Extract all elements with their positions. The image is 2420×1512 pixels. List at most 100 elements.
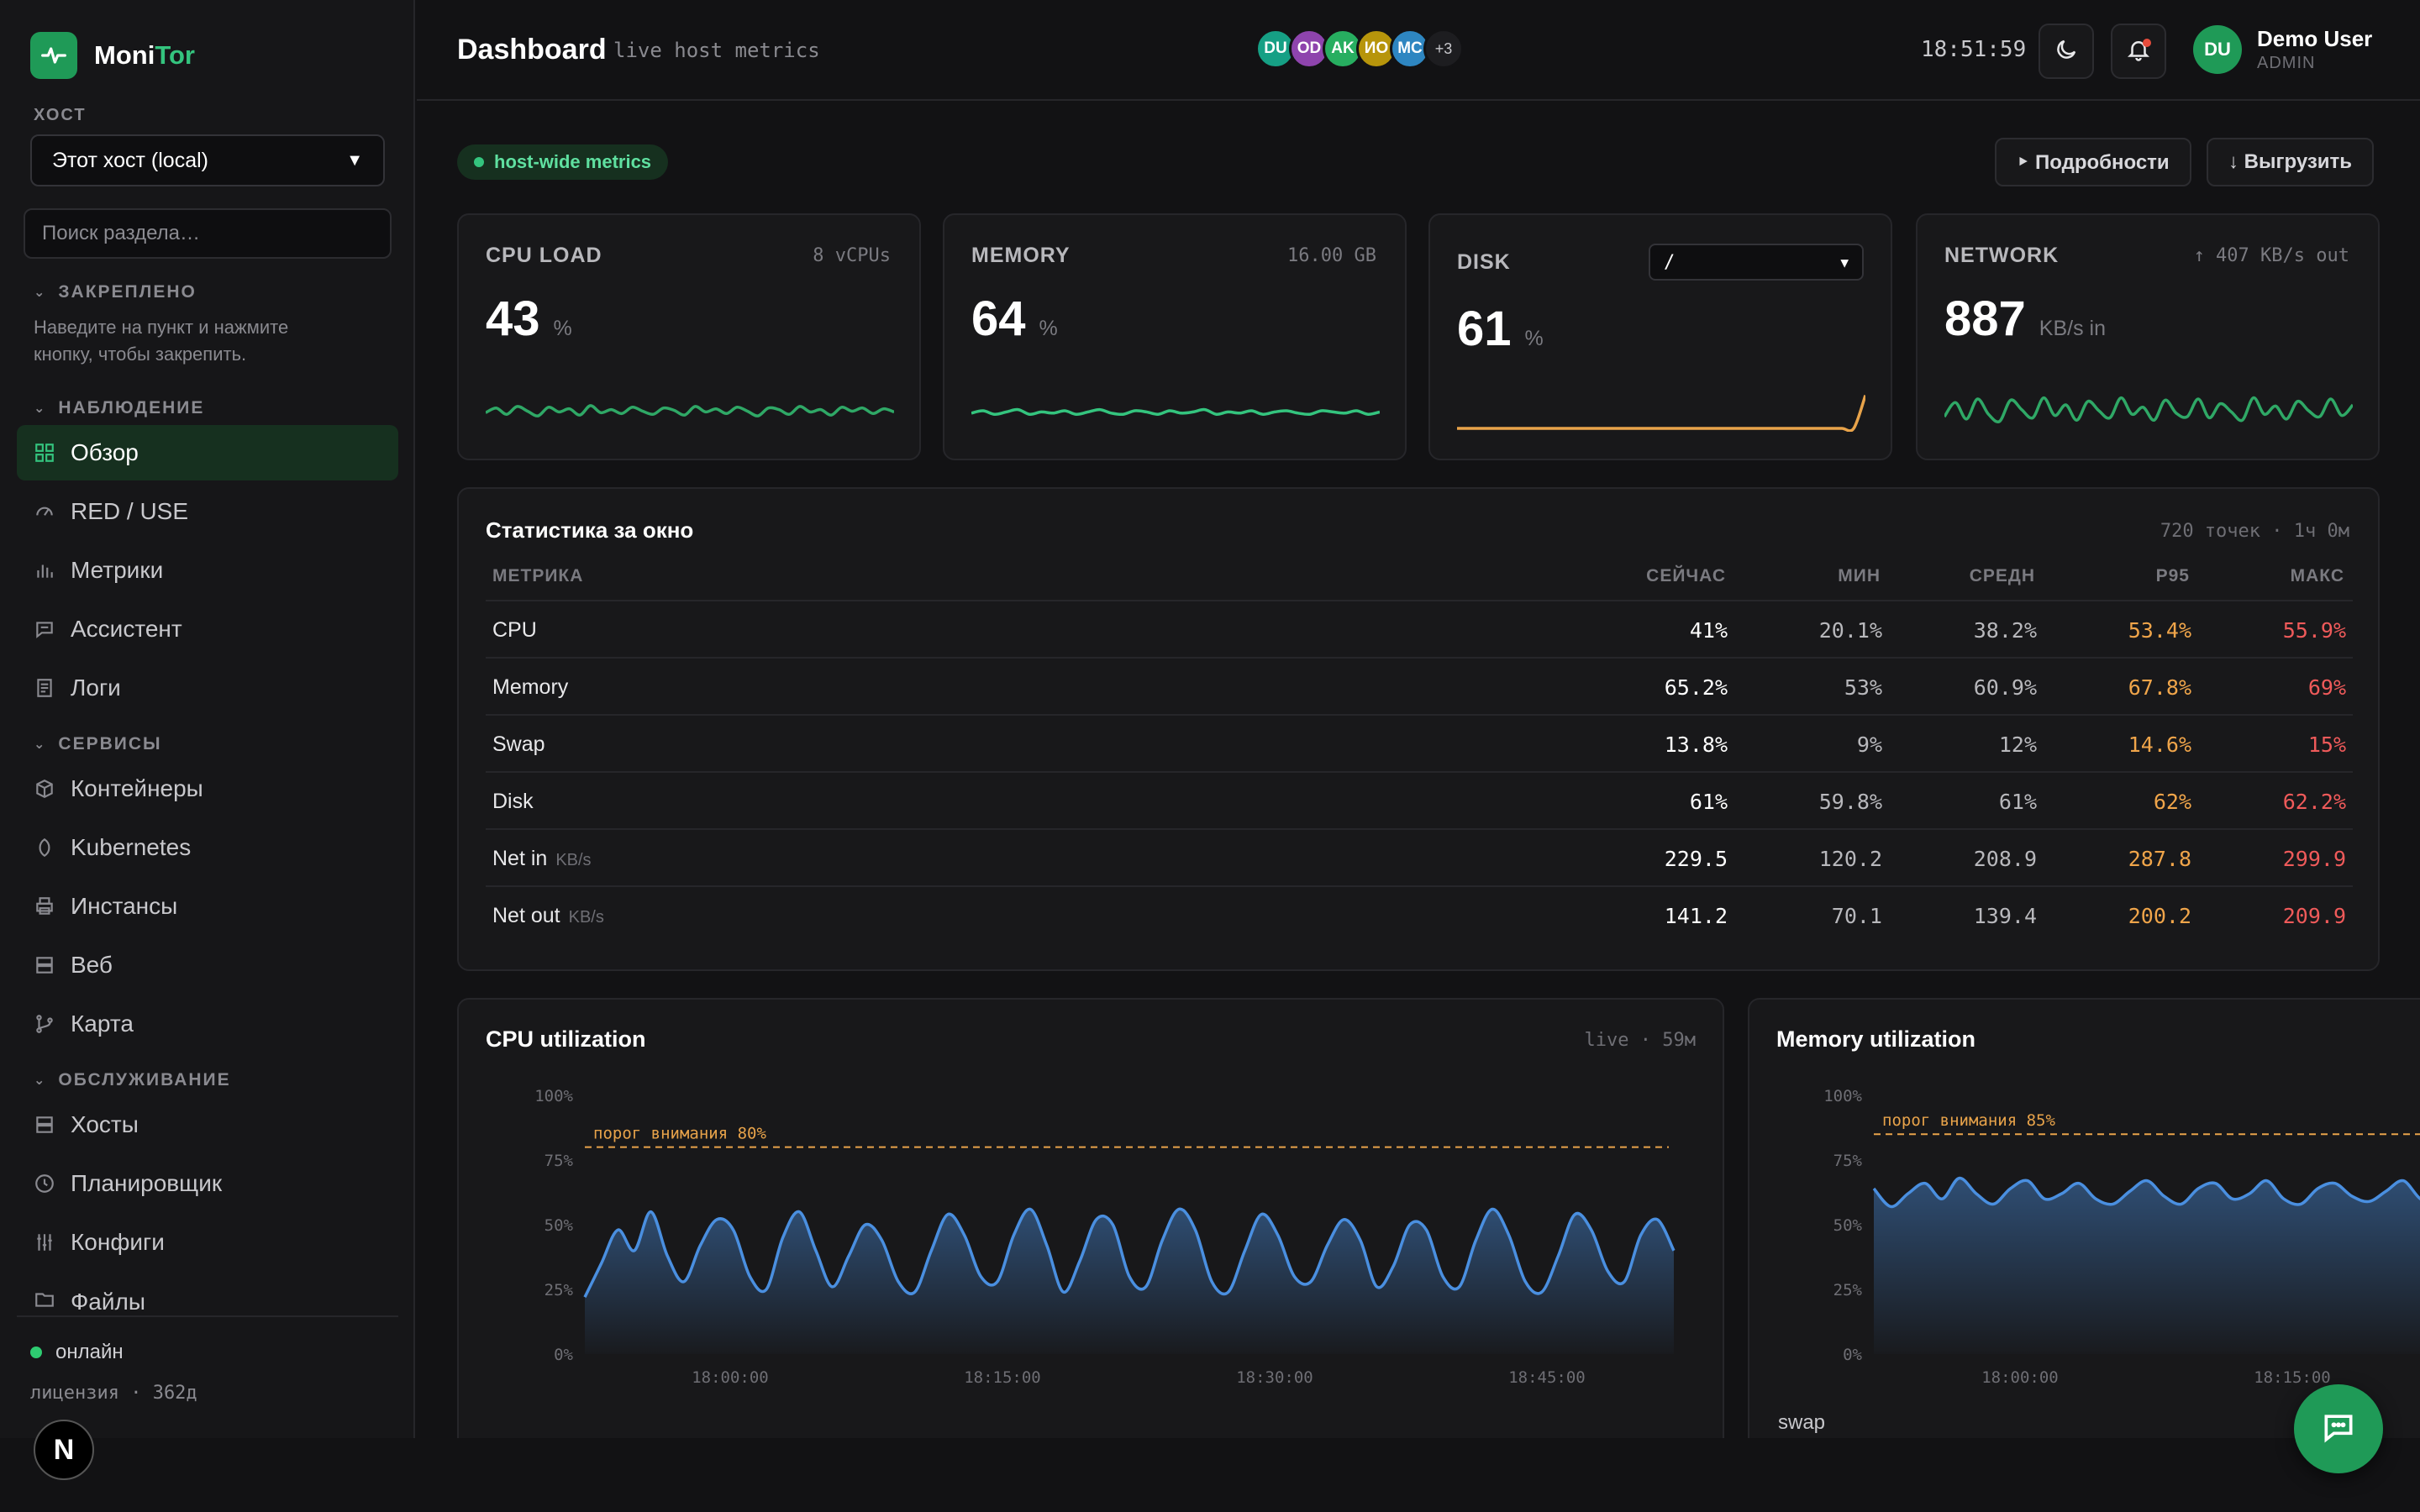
column-header-avg: СРЕДН [1969, 566, 2035, 585]
presence-avatar[interactable]: MC [1390, 29, 1430, 69]
helm-icon [34, 837, 55, 858]
table-row[interactable]: Memory 65.2% 53% 60.9% 67.8% 69% [486, 657, 2353, 714]
nav-item-logs[interactable]: Логи [17, 660, 398, 716]
chevron-down-icon: ⌄ [34, 402, 47, 416]
threshold-label: порог внимания 85% [1882, 1111, 2055, 1130]
y-tick-label: 25% [544, 1281, 574, 1299]
window-stats-card: Статистика за окно 720 точек · 1ч 0м МЕТ… [457, 487, 2380, 971]
export-button[interactable]: ↓ Выгрузить [2207, 138, 2375, 186]
table-row[interactable]: Net in KB/s 229.5 120.2 208.9 287.8 299.9 [486, 828, 2353, 885]
card-value: 61 [1457, 302, 1512, 356]
section-observe-header[interactable]: ⌄ НАБЛЮДЕНИЕ [34, 398, 204, 418]
table-row[interactable]: Swap 13.8% 9% 12% 14.6% 15% [486, 714, 2353, 771]
nav-item-label: Ассистент [71, 616, 182, 642]
nav-item-kubernetes[interactable]: Kubernetes [17, 820, 398, 875]
section-services-header[interactable]: ⌄ СЕРВИСЫ [34, 734, 162, 754]
user-menu[interactable]: DU Demo User ADMIN [2193, 25, 2372, 74]
section-maint-header[interactable]: ⌄ ОБСЛУЖИВАНИЕ [34, 1070, 231, 1090]
nav-item-instances[interactable]: Инстансы [17, 879, 398, 934]
row-metric-name: Net in KB/s [492, 847, 592, 871]
section-pinned-label: ЗАКРЕПЛЕНО [58, 282, 197, 302]
presence-avatars[interactable]: DU OD AK ИО MC +3 [1255, 29, 1464, 69]
notifications-button[interactable] [2111, 24, 2166, 79]
nav-item-assistant[interactable]: Ассистент [17, 601, 398, 657]
card-value: 64 [971, 291, 1026, 346]
nav-item-scheduler[interactable]: Планировщик [17, 1156, 398, 1211]
sidebar-divider [17, 1315, 398, 1317]
nav-item-label: Kubernetes [71, 834, 192, 860]
cell-p95: 67.8% [2128, 675, 2191, 700]
x-tick-label: 18:15:00 [964, 1368, 1041, 1387]
network-card[interactable]: NETWORK ↑ 407 KB/s out 887 KB/s in [1916, 213, 2380, 460]
app-name: MoniTor [94, 40, 195, 70]
sidebar-search-input[interactable] [24, 208, 392, 259]
nav-item-files[interactable]: Файлы [17, 1273, 398, 1315]
details-button[interactable]: ‣ Подробности [1995, 138, 2191, 186]
scope-pill: host-wide metrics [457, 144, 669, 180]
cell-avg: 139.4 [1973, 904, 2037, 928]
card-unit: % [1039, 317, 1058, 340]
cell-now: 65.2% [1664, 675, 1728, 700]
host-select[interactable]: Этот хост (local) ▼ [30, 134, 385, 186]
nav-item-containers[interactable]: Контейнеры [17, 761, 398, 816]
user-role: ADMIN [2257, 54, 2316, 72]
cell-min: 53% [1844, 675, 1882, 700]
nav-item-overview[interactable]: Обзор [17, 425, 398, 480]
metric-name-text: Net in [492, 847, 548, 870]
memory-card[interactable]: MEMORY 16.00 GB 64% [943, 213, 1407, 460]
disk-sparkline [1457, 395, 1865, 432]
chat-icon [2320, 1409, 2357, 1450]
chevron-down-icon: ▼ [346, 150, 363, 170]
series-line [1872, 1176, 2420, 1209]
chart-title: CPU utilization [486, 1026, 646, 1052]
app-logo[interactable]: MoniTor [30, 32, 195, 79]
presence-avatar[interactable]: ИО [1356, 29, 1397, 69]
cell-p95: 62% [2153, 790, 2191, 814]
y-tick-label: 50% [544, 1216, 574, 1235]
card-unit: KB/s in [2039, 317, 2106, 340]
nav-item-map[interactable]: Карта [17, 996, 398, 1052]
column-header-max: МАКС [2290, 566, 2344, 585]
memory-utilization-chart: 100% 75% 50% 25% 0% порог внимания 85% 18:00:0… [1823, 1087, 2420, 1387]
cell-p95: 287.8 [2128, 847, 2191, 871]
cell-avg: 208.9 [1973, 847, 2037, 871]
n-badge[interactable]: N [34, 1420, 94, 1480]
cpu-utilization-chart: 100% 75% 50% 25% 0% порог внимания 80% 18:00:0… [534, 1087, 1676, 1387]
sparkline-series [971, 407, 1380, 417]
nav-item-label: Веб [71, 952, 113, 978]
disk-mount-select[interactable]: / ▼ [1649, 244, 1864, 281]
column-header-now: СЕЙЧАС [1646, 566, 1726, 585]
metric-unit: KB/s [568, 908, 604, 927]
nav-item-label: Инстансы [71, 893, 178, 919]
nav-item-metrics[interactable]: Метрики [17, 543, 398, 598]
metric-name-text: Net out [492, 904, 560, 927]
section-observe-label: НАБЛЮДЕНИЕ [58, 398, 205, 417]
nav-item-hosts[interactable]: Хосты [17, 1097, 398, 1152]
x-tick-label: 18:30:00 [1236, 1368, 1313, 1387]
avatars-more-count[interactable]: +3 [1423, 29, 1464, 69]
cpu-card[interactable]: CPU LOAD 8 vCPUs 43% [457, 213, 921, 460]
x-tick-label: 18:00:00 [692, 1368, 769, 1387]
nav-item-red-use[interactable]: RED / USE [17, 484, 398, 539]
section-pinned-header[interactable]: ⌄ ЗАКРЕПЛЕНО [34, 282, 197, 302]
table-row[interactable]: Net out KB/s 141.2 70.1 139.4 200.2 209.9 [486, 885, 2353, 942]
cell-p95: 200.2 [2128, 904, 2191, 928]
clock-icon [34, 1173, 55, 1194]
theme-toggle-button[interactable] [2039, 24, 2094, 79]
notification-dot [2143, 39, 2151, 47]
nav-item-web[interactable]: Веб [17, 937, 398, 993]
card-unit: % [553, 317, 572, 340]
disk-card[interactable]: DISK / ▼ 61% [1428, 213, 1892, 460]
nav-item-label: Контейнеры [71, 775, 203, 801]
table-row[interactable]: CPU 41% 20.1% 38.2% 53.4% 55.9% [486, 600, 2353, 657]
grid-icon [34, 442, 55, 464]
x-tick-label: 18:45:00 [1508, 1368, 1586, 1387]
nav-item-configs[interactable]: Конфиги [17, 1215, 398, 1270]
card-label: NETWORK [1944, 244, 2060, 267]
nav-item-label: Планировщик [71, 1170, 223, 1196]
table-row[interactable]: Disk 61% 59.8% 61% 62% 62.2% [486, 771, 2353, 828]
row-metric-name: CPU [492, 618, 537, 643]
chevron-down-icon: ⌄ [34, 286, 47, 300]
chat-fab-button[interactable] [2294, 1384, 2383, 1473]
cell-max: 69% [2307, 675, 2346, 700]
